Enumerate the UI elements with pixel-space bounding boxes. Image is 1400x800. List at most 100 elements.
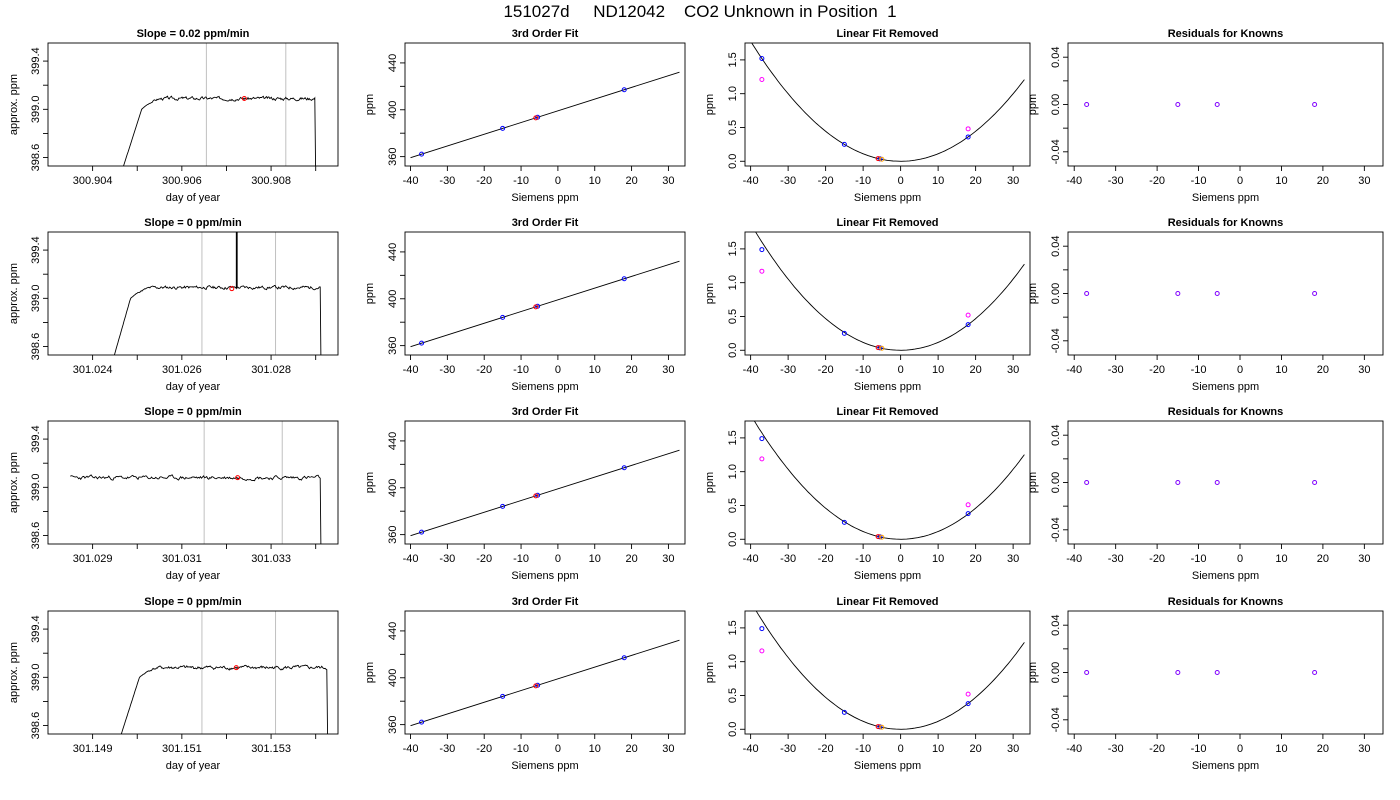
plot-area <box>120 611 329 734</box>
plot-frame <box>47 42 339 167</box>
x-tick-label: 0 <box>898 364 904 376</box>
known-standard-point <box>500 125 506 131</box>
x-tick-label: -10 <box>513 364 529 376</box>
unknown-average-point <box>241 95 247 101</box>
x-tick-label: -10 <box>855 364 871 376</box>
x-tick-label: 30 <box>1358 553 1370 565</box>
y-tick-label: 1.0 <box>727 654 739 669</box>
x-tick-label: 20 <box>625 553 637 565</box>
x-tick-label: 301.029 <box>73 553 113 565</box>
panel-title: Slope = 0 ppm/min <box>144 217 242 229</box>
x-tick-label: -40 <box>1066 364 1082 376</box>
known-standard-point <box>759 626 765 632</box>
y-tick-label: 360 <box>387 525 399 543</box>
known-standard-point <box>965 511 971 517</box>
x-tick-label: -40 <box>1066 175 1082 187</box>
panel-title: Slope = 0 ppm/min <box>144 406 242 418</box>
known-standard-point <box>621 276 627 282</box>
panel-title: Linear Fit Removed <box>836 406 938 418</box>
plot-frame <box>404 610 686 735</box>
x-axis-label: Siemens ppm <box>511 760 578 772</box>
x-tick-label: 30 <box>662 743 674 755</box>
x-tick-label: 10 <box>589 743 601 755</box>
plot-frame <box>1067 610 1384 735</box>
x-axis-label: Siemens ppm <box>1192 570 1259 582</box>
plot-area <box>755 232 1025 351</box>
x-tick-label: 10 <box>589 364 601 376</box>
plot-area <box>1084 670 1318 675</box>
residual-point <box>1312 102 1318 107</box>
panel-fit-row2: 3rd Order Fit -40 -30 -20 -10 0 10 20 30 Siemens … <box>364 406 686 582</box>
plot-area <box>113 232 322 355</box>
y-tick-label: 0.0 <box>727 722 739 737</box>
x-tick-label: 0 <box>555 175 561 187</box>
x-axis-label: Siemens ppm <box>854 381 921 393</box>
y-tick-label: 399.4 <box>30 425 42 453</box>
panel-raw-row2: Slope = 0 ppm/min 301.029 301.031 301.033 da… <box>8 406 339 582</box>
unknown-average-point <box>229 286 235 292</box>
x-tick-label: 0 <box>1237 553 1243 565</box>
x-axis-label: Siemens ppm <box>854 760 921 772</box>
x-tick-label: 301.153 <box>251 743 291 755</box>
x-tick-label: 10 <box>1275 553 1287 565</box>
y-tick-label: 440 <box>387 432 399 450</box>
x-tick-label: 20 <box>1317 364 1329 376</box>
residual-point <box>1084 480 1090 485</box>
panel-title: 3rd Order Fit <box>512 406 579 418</box>
y-tick-label: 1.0 <box>727 86 739 101</box>
known-standard-point <box>500 314 506 320</box>
corrected-point <box>759 456 765 462</box>
y-tick-label: 0.0 <box>727 154 739 169</box>
x-tick-label: -40 <box>743 175 759 187</box>
known-standard-point <box>759 56 765 62</box>
x-tick-label: 0 <box>555 553 561 565</box>
known-standard-point <box>877 345 883 351</box>
residual-point <box>1175 670 1181 675</box>
known-standard-point <box>841 141 847 147</box>
x-tick-label: 0 <box>898 175 904 187</box>
y-tick-label: 398.6 <box>30 522 42 550</box>
x-tick-label: -10 <box>513 553 529 565</box>
y-axis-label: approx. ppm <box>8 452 20 513</box>
y-axis-label: ppm <box>364 283 376 304</box>
known-standard-point <box>419 151 425 157</box>
x-tick-label: -30 <box>780 364 796 376</box>
fit-line <box>410 639 680 727</box>
x-tick-label: -40 <box>403 364 419 376</box>
y-axis-label: approx. ppm <box>8 74 20 135</box>
ppm-trace-line <box>70 474 322 544</box>
residual-point <box>1214 291 1220 296</box>
panel-title: Linear Fit Removed <box>836 596 938 608</box>
x-tick-label: 0 <box>1237 743 1243 755</box>
known-standard-point <box>877 156 883 162</box>
x-axis-label: day of year <box>166 760 221 772</box>
y-tick-label: 360 <box>387 147 399 165</box>
x-axis-label: Siemens ppm <box>511 192 578 204</box>
y-tick-label: 1.5 <box>727 52 739 67</box>
ppm-trace-line <box>113 232 322 355</box>
x-tick-label: 300.904 <box>73 175 113 187</box>
x-tick-label: -10 <box>855 175 871 187</box>
x-tick-label: 30 <box>1358 743 1370 755</box>
unknown-average-point <box>233 665 239 671</box>
plot-frame <box>47 420 339 545</box>
panel-title: Slope = 0.02 ppm/min <box>137 28 250 40</box>
panel-residuals-row0: Residuals for Knowns -40 -30 -20 -10 0 10 20 30 S… <box>1027 28 1384 204</box>
panel-residuals-row1: Residuals for Knowns -40 -30 -20 -10 0 10 20 30 S… <box>1027 217 1384 393</box>
x-axis-label: Siemens ppm <box>854 570 921 582</box>
x-tick-label: 0 <box>898 743 904 755</box>
y-axis-label: ppm <box>364 662 376 683</box>
page-title: 151027d ND12042 CO2 Unknown in Position … <box>503 2 897 21</box>
y-tick-label: 399.4 <box>30 236 42 264</box>
x-axis-label: Siemens ppm <box>1192 381 1259 393</box>
y-tick-label: 0.00 <box>1050 283 1062 304</box>
plot-frame <box>1067 231 1384 356</box>
x-axis-label: Siemens ppm <box>511 381 578 393</box>
x-tick-label: 30 <box>662 364 674 376</box>
y-axis-label: approx. ppm <box>8 263 20 324</box>
x-tick-label: -20 <box>1149 553 1165 565</box>
x-axis-label: Siemens ppm <box>511 570 578 582</box>
y-tick-label: 0.0 <box>727 532 739 547</box>
x-tick-label: 10 <box>932 364 944 376</box>
y-tick-label: 398.6 <box>30 144 42 172</box>
